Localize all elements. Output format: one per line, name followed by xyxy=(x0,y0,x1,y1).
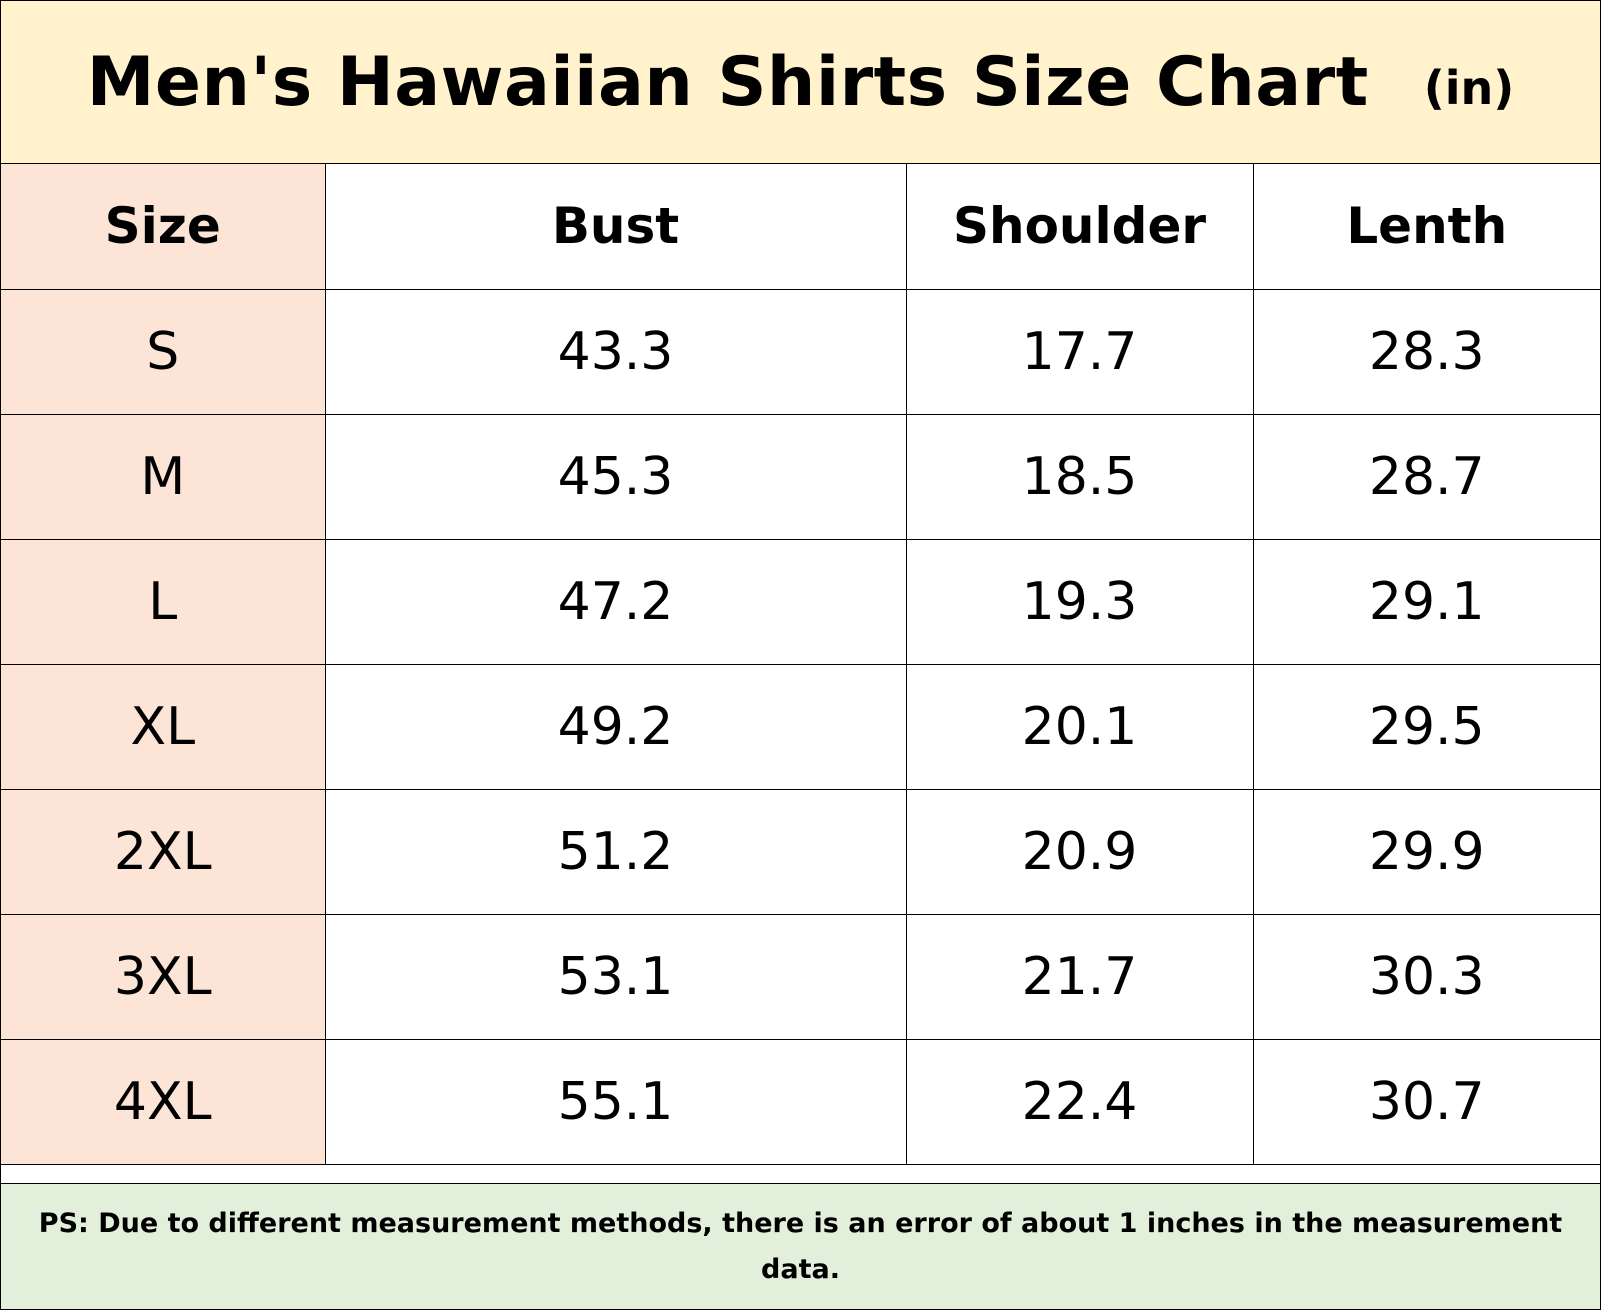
size-cell: L xyxy=(1,538,326,665)
length-cell: 29.5 xyxy=(1252,663,1600,790)
title-bar: Men's Hawaiian Shirts Size Chart (in) xyxy=(1,1,1600,164)
table-row: XL 49.2 20.1 29.5 xyxy=(1,663,1600,790)
table-row: S 43.3 17.7 28.3 xyxy=(1,288,1600,415)
column-header-length: Lenth xyxy=(1252,164,1600,290)
shoulder-cell: 21.7 xyxy=(905,913,1254,1040)
table-row: 2XL 51.2 20.9 29.9 xyxy=(1,788,1600,915)
length-cell: 28.7 xyxy=(1252,413,1600,540)
table-row: 4XL 55.1 22.4 30.7 xyxy=(1,1038,1600,1165)
length-cell: 29.1 xyxy=(1252,538,1600,665)
unit-label: (in) xyxy=(1423,61,1515,115)
column-header-size: Size xyxy=(1,164,326,290)
column-header-bust: Bust xyxy=(324,164,907,290)
length-cell: 29.9 xyxy=(1252,788,1600,915)
shoulder-cell: 20.9 xyxy=(905,788,1254,915)
size-cell: 4XL xyxy=(1,1038,326,1165)
table-header-row: Size Bust Shoulder Lenth xyxy=(1,164,1600,290)
table-row: L 47.2 19.3 29.1 xyxy=(1,538,1600,665)
size-cell: M xyxy=(1,413,326,540)
length-cell: 28.3 xyxy=(1252,288,1600,415)
length-cell: 30.7 xyxy=(1252,1038,1600,1165)
measurement-note-text: PS: Due to different measurement methods… xyxy=(38,1207,1563,1285)
table-row: 3XL 53.1 21.7 30.3 xyxy=(1,913,1600,1040)
size-cell: S xyxy=(1,288,326,415)
size-cell: 3XL xyxy=(1,913,326,1040)
bust-cell: 43.3 xyxy=(324,288,907,415)
size-cell: XL xyxy=(1,663,326,790)
shoulder-cell: 19.3 xyxy=(905,538,1254,665)
measurement-note: PS: Due to different measurement methods… xyxy=(1,1183,1600,1309)
bust-cell: 47.2 xyxy=(324,538,907,665)
bust-cell: 51.2 xyxy=(324,788,907,915)
bust-cell: 55.1 xyxy=(324,1038,907,1165)
bust-cell: 49.2 xyxy=(324,663,907,790)
page-title: Men's Hawaiian Shirts Size Chart xyxy=(86,42,1369,122)
shoulder-cell: 17.7 xyxy=(905,288,1254,415)
bust-cell: 53.1 xyxy=(324,913,907,1040)
shoulder-cell: 20.1 xyxy=(905,663,1254,790)
column-header-shoulder: Shoulder xyxy=(905,164,1254,290)
length-cell: 30.3 xyxy=(1252,913,1600,1040)
size-cell: 2XL xyxy=(1,788,326,915)
shoulder-cell: 22.4 xyxy=(905,1038,1254,1165)
shoulder-cell: 18.5 xyxy=(905,413,1254,540)
bust-cell: 45.3 xyxy=(324,413,907,540)
table-row: M 45.3 18.5 28.7 xyxy=(1,413,1600,540)
size-table: Size Bust Shoulder Lenth S 43.3 17.7 28.… xyxy=(1,164,1600,1165)
